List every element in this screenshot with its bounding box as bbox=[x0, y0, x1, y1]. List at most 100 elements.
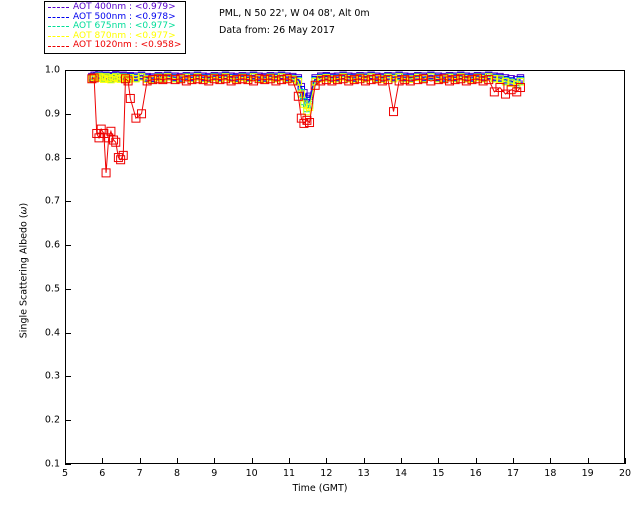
data-point-marker bbox=[400, 75, 410, 85]
data-point-marker bbox=[148, 75, 158, 85]
data-point-marker bbox=[232, 75, 242, 85]
data-point-marker bbox=[372, 74, 382, 84]
y-axis-tick-label: 0.3 bbox=[44, 370, 60, 382]
data-point-marker bbox=[355, 74, 365, 84]
data-point-marker bbox=[294, 78, 303, 86]
x-axis-tick bbox=[251, 458, 253, 464]
x-axis-tick-label: 20 bbox=[618, 468, 632, 479]
data-point-marker bbox=[170, 75, 180, 85]
data-point-marker bbox=[361, 76, 371, 86]
data-point-marker bbox=[109, 135, 119, 145]
data-point-marker bbox=[100, 75, 108, 83]
legend-item-2: AOT 675nm : <0.977> bbox=[48, 22, 181, 32]
data-point-marker bbox=[204, 76, 214, 86]
data-point-marker bbox=[288, 76, 298, 86]
data-point-marker bbox=[426, 76, 436, 86]
y-axis-tick bbox=[65, 464, 71, 465]
y-axis-tick bbox=[65, 70, 71, 71]
data-point-marker bbox=[316, 76, 326, 86]
data-point-marker bbox=[107, 75, 115, 84]
data-point-marker bbox=[467, 75, 477, 85]
data-point-marker bbox=[125, 93, 135, 103]
data-point-marker bbox=[377, 76, 387, 86]
data-point-marker bbox=[484, 75, 494, 85]
data-date: Data from: 26 May 2017 bbox=[219, 25, 335, 36]
x-axis-tick bbox=[363, 458, 365, 464]
x-axis-tick bbox=[139, 458, 141, 464]
data-point-marker bbox=[163, 74, 173, 84]
x-axis-tick-label: 14 bbox=[394, 468, 408, 479]
legend-item-1: AOT 500nm : <0.978> bbox=[48, 11, 181, 23]
y-axis-tick bbox=[65, 420, 71, 422]
data-point-marker bbox=[215, 75, 225, 85]
omega-symbol: ω bbox=[18, 206, 30, 215]
y-axis-tick bbox=[65, 201, 71, 203]
data-point-marker bbox=[461, 76, 471, 86]
data-point-marker bbox=[221, 74, 231, 84]
data-point-marker bbox=[516, 78, 525, 86]
x-axis-tick bbox=[401, 458, 402, 464]
data-point-marker bbox=[349, 75, 359, 85]
data-point-marker bbox=[137, 109, 147, 119]
data-point-marker bbox=[299, 118, 309, 128]
data-point-marker bbox=[450, 75, 460, 85]
legend-item-label: AOT 500nm : <0.978> bbox=[73, 11, 176, 22]
data-point-marker bbox=[389, 75, 398, 83]
data-point-marker bbox=[383, 75, 393, 85]
legend-line-swatch bbox=[48, 26, 69, 28]
x-axis-tick-label: 19 bbox=[581, 468, 594, 479]
data-point-marker bbox=[237, 74, 247, 84]
data-point-marker bbox=[338, 74, 348, 84]
x-axis-tick bbox=[214, 458, 216, 464]
data-point-marker bbox=[328, 75, 336, 83]
x-axis-tick-label: 17 bbox=[506, 468, 520, 479]
legend: AOT 400nm : <0.979> AOT 500nm : <0.978> AO… bbox=[44, 1, 187, 54]
x-axis-tick-label: 15 bbox=[432, 468, 445, 479]
series-aot-1020nm bbox=[87, 73, 525, 178]
legend-line-swatch bbox=[48, 7, 69, 9]
y-axis-tick-label: 0.9 bbox=[44, 108, 60, 120]
data-point-marker bbox=[142, 76, 152, 86]
x-axis-tick bbox=[625, 458, 626, 464]
data-point-marker bbox=[193, 73, 202, 81]
data-point-marker bbox=[317, 75, 325, 83]
legend-line-swatch bbox=[48, 16, 69, 18]
data-point-marker bbox=[507, 79, 515, 87]
data-point-marker bbox=[305, 103, 314, 111]
y-axis-tick-label: 0.1 bbox=[44, 458, 60, 470]
y-axis-tick-label: 0.2 bbox=[44, 414, 60, 426]
data-point-marker bbox=[209, 74, 219, 84]
data-point-marker bbox=[462, 75, 471, 83]
data-point-marker bbox=[243, 75, 253, 85]
y-axis-tick bbox=[65, 288, 71, 290]
plot-frame bbox=[65, 70, 625, 464]
legend-line-swatch bbox=[48, 45, 69, 47]
data-point-marker bbox=[366, 75, 376, 85]
y-axis-tick-label: 0.5 bbox=[44, 283, 60, 295]
data-point-marker bbox=[394, 76, 404, 86]
data-point-marker bbox=[113, 153, 123, 163]
data-point-marker bbox=[490, 75, 499, 83]
y-axis-tick-label: 0.8 bbox=[44, 152, 60, 164]
x-axis-tick-label: 7 bbox=[136, 468, 143, 479]
data-point-marker bbox=[87, 74, 97, 84]
data-point-marker bbox=[333, 75, 343, 85]
x-axis-tick-label: 9 bbox=[211, 468, 218, 479]
data-point-marker bbox=[104, 74, 113, 83]
data-point-marker bbox=[181, 76, 191, 86]
data-point-marker bbox=[356, 73, 364, 82]
data-point-marker bbox=[445, 76, 455, 86]
series-line bbox=[91, 77, 521, 173]
x-axis-tick-label: 12 bbox=[320, 468, 333, 479]
data-point-marker bbox=[305, 118, 315, 128]
legend-item-label: AOT 675nm : <0.977> bbox=[73, 21, 176, 32]
legend-item-label: AOT 1020nm : <0.958> bbox=[73, 40, 182, 51]
data-point-marker bbox=[226, 76, 236, 86]
x-axis-tick bbox=[289, 458, 290, 464]
x-axis-tick-label: 11 bbox=[282, 468, 296, 479]
data-point-marker bbox=[254, 74, 264, 84]
y-axis-tick bbox=[65, 113, 71, 115]
x-axis-tick-label: 6 bbox=[99, 468, 106, 479]
data-point-marker bbox=[102, 73, 110, 81]
data-point-marker bbox=[238, 73, 247, 82]
